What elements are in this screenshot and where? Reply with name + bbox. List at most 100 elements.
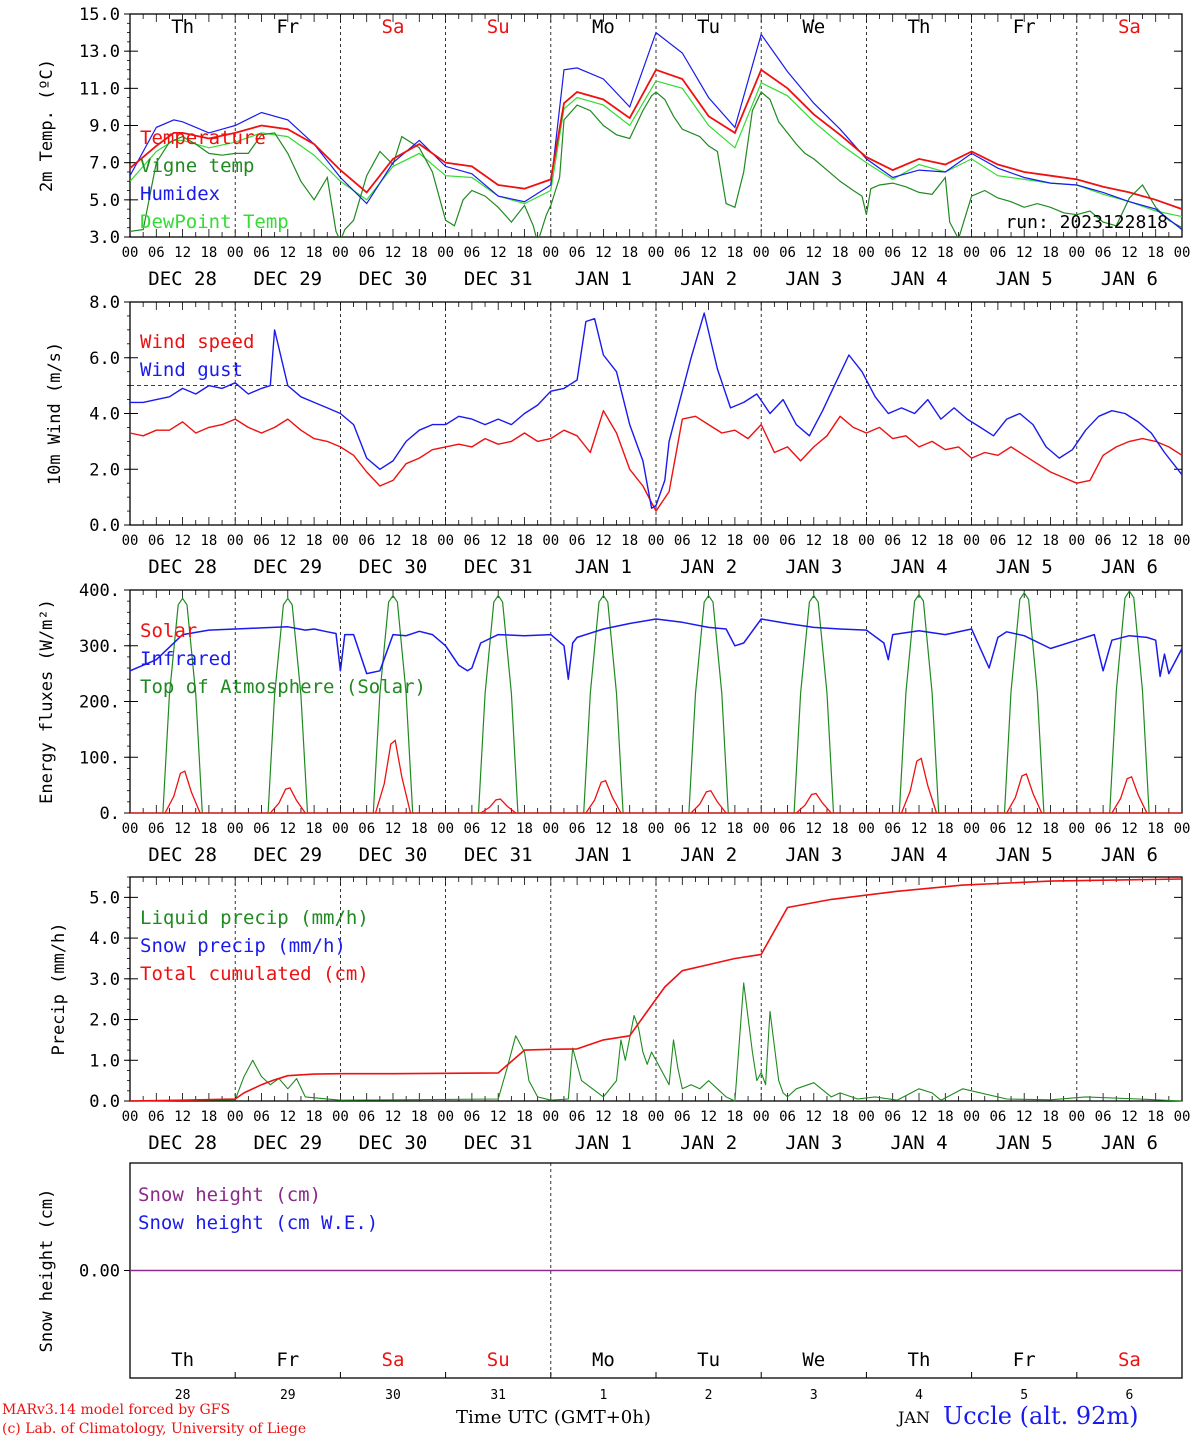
- precip-hour-label: 12: [805, 1109, 822, 1125]
- wind-hour-label: 00: [963, 533, 980, 549]
- precip-hour-label: 06: [358, 1109, 375, 1125]
- precip-hour-label: 00: [332, 1109, 349, 1125]
- precip-hour-label: 18: [621, 1109, 638, 1125]
- precip-date-label: DEC 31: [464, 1132, 533, 1154]
- snow-weekday-label: Th: [171, 1349, 194, 1371]
- precip-date-label: JAN 5: [996, 1132, 1053, 1154]
- temp-weekday-label: Mo: [592, 16, 615, 38]
- wind-frame: [129, 301, 1183, 526]
- precip-hour-label: 18: [516, 1109, 533, 1125]
- temp-hour-label: 18: [937, 245, 954, 261]
- flux-ytick-label: 400.: [79, 581, 120, 601]
- precip-legend-total-cumulated-cm-: Total cumulated (cm): [140, 963, 369, 985]
- flux-solar-day: [585, 779, 622, 814]
- snow-weekday-label: We: [802, 1349, 825, 1371]
- flux-hour-label: 18: [832, 821, 849, 837]
- flux-solar-day: [480, 798, 517, 814]
- wind-ytick-label: 6.0: [89, 349, 120, 369]
- wind-hour-label: 18: [1147, 533, 1164, 549]
- temp-hour-label: 00: [1174, 245, 1191, 261]
- flux-toa-solar-day: [267, 597, 309, 814]
- temp-hour-label: 06: [1095, 245, 1112, 261]
- precip-hour-label: 06: [148, 1109, 165, 1125]
- flux-date-label: JAN 4: [890, 844, 947, 866]
- wind-legend-wind-gust: Wind gust: [140, 359, 243, 381]
- flux-solar-day: [900, 757, 938, 814]
- flux-hour-label: 18: [306, 821, 323, 837]
- snow-ytick-label: 0.00: [79, 1262, 120, 1282]
- wind-hour-label: 18: [516, 533, 533, 549]
- precip-hour-label: 12: [911, 1109, 928, 1125]
- temp-hour-label: 06: [569, 245, 586, 261]
- snow-weekday-label: Tu: [697, 1349, 720, 1371]
- temp-ytick-label: 5.0: [89, 191, 120, 211]
- flux-hour-label: 12: [279, 821, 296, 837]
- wind-hour-label: 00: [332, 533, 349, 549]
- precip-legend-snow-precip-mm-h-: Snow precip (mm/h): [140, 935, 346, 957]
- flux-panel: [124, 589, 1183, 814]
- flux-hour-label: 12: [805, 821, 822, 837]
- wind-date-label: DEC 28: [148, 556, 217, 578]
- temp-hour-label: 06: [989, 245, 1006, 261]
- wind-hour-label: 06: [989, 533, 1006, 549]
- precip-hour-label: 06: [674, 1109, 691, 1125]
- temp-hour-label: 00: [122, 245, 139, 261]
- wind-hour-label: 00: [858, 533, 875, 549]
- precip-hour-label: 06: [779, 1109, 796, 1125]
- precip-hour-label: 00: [858, 1109, 875, 1125]
- wind-hour-label: 12: [1121, 533, 1138, 549]
- wind-date-label: DEC 31: [464, 556, 533, 578]
- temp-weekday-label: Th: [908, 16, 931, 38]
- flux-solar-day: [269, 787, 306, 814]
- temp-hour-label: 12: [911, 245, 928, 261]
- flux-hour-label: 18: [621, 821, 638, 837]
- wind-hour-label: 12: [700, 533, 717, 549]
- flux-hour-label: 00: [1174, 821, 1191, 837]
- temp-ytick-label: 11.0: [79, 79, 120, 99]
- flux-hour-label: 18: [726, 821, 743, 837]
- temp-ytick-label: 9.0: [89, 117, 120, 137]
- month-text: JAN: [898, 1408, 930, 1427]
- precip-hour-label: 00: [437, 1109, 454, 1125]
- temp-frame: [129, 13, 1183, 238]
- flux-hour-label: 00: [648, 821, 665, 837]
- precip-hour-label: 00: [122, 1109, 139, 1125]
- temp-hour-label: 06: [674, 245, 691, 261]
- temp-legend-humidex: Humidex: [140, 183, 220, 205]
- flux-hour-label: 06: [884, 821, 901, 837]
- precip-hour-label: 06: [569, 1109, 586, 1125]
- wind-date-label: JAN 2: [680, 556, 737, 578]
- x-axis-label: Time UTC (GMT+0h): [456, 1407, 651, 1428]
- precip-hour-label: 00: [227, 1109, 244, 1125]
- flux-solar-day: [164, 770, 201, 814]
- precip-hour-label: 06: [989, 1109, 1006, 1125]
- temp-hour-label: 12: [490, 245, 507, 261]
- copyright-text: (c) Lab. of Climatology, University of L…: [2, 1421, 307, 1437]
- wind-hour-label: 18: [306, 533, 323, 549]
- precip-hour-label: 12: [279, 1109, 296, 1125]
- flux-date-label: JAN 5: [996, 844, 1053, 866]
- flux-hour-label: 12: [700, 821, 717, 837]
- temp-hour-label: 12: [174, 245, 191, 261]
- precip-hour-label: 06: [884, 1109, 901, 1125]
- temp-hour-label: 06: [148, 245, 165, 261]
- copyright-credit: (c) Lab. of Climatology, University of L…: [2, 1421, 306, 1437]
- temp-ylabel: 2m Temp. (ºC): [37, 59, 57, 192]
- wind-hour-label: 06: [148, 533, 165, 549]
- temp-hour-label: 00: [753, 245, 770, 261]
- flux-solar-day: [1111, 775, 1148, 814]
- wind-hour-label: 00: [122, 533, 139, 549]
- wind-ytick-label: 0.0: [89, 516, 120, 536]
- wind-legend-wind-speed: Wind speed: [140, 331, 254, 353]
- precip-date-label: JAN 3: [785, 1132, 842, 1154]
- temp-hour-label: 18: [1042, 245, 1059, 261]
- temp-hour-label: 00: [542, 245, 559, 261]
- wind-hour-label: 00: [1174, 533, 1191, 549]
- wind-date-label: JAN 4: [890, 556, 947, 578]
- temp-date-label: JAN 2: [680, 268, 737, 290]
- flux-hour-label: 06: [779, 821, 796, 837]
- snow-day-number: 28: [175, 1388, 191, 1403]
- wind-ylabel: 10m Wind (m/s): [45, 342, 65, 485]
- precip-panel: [124, 876, 1183, 1102]
